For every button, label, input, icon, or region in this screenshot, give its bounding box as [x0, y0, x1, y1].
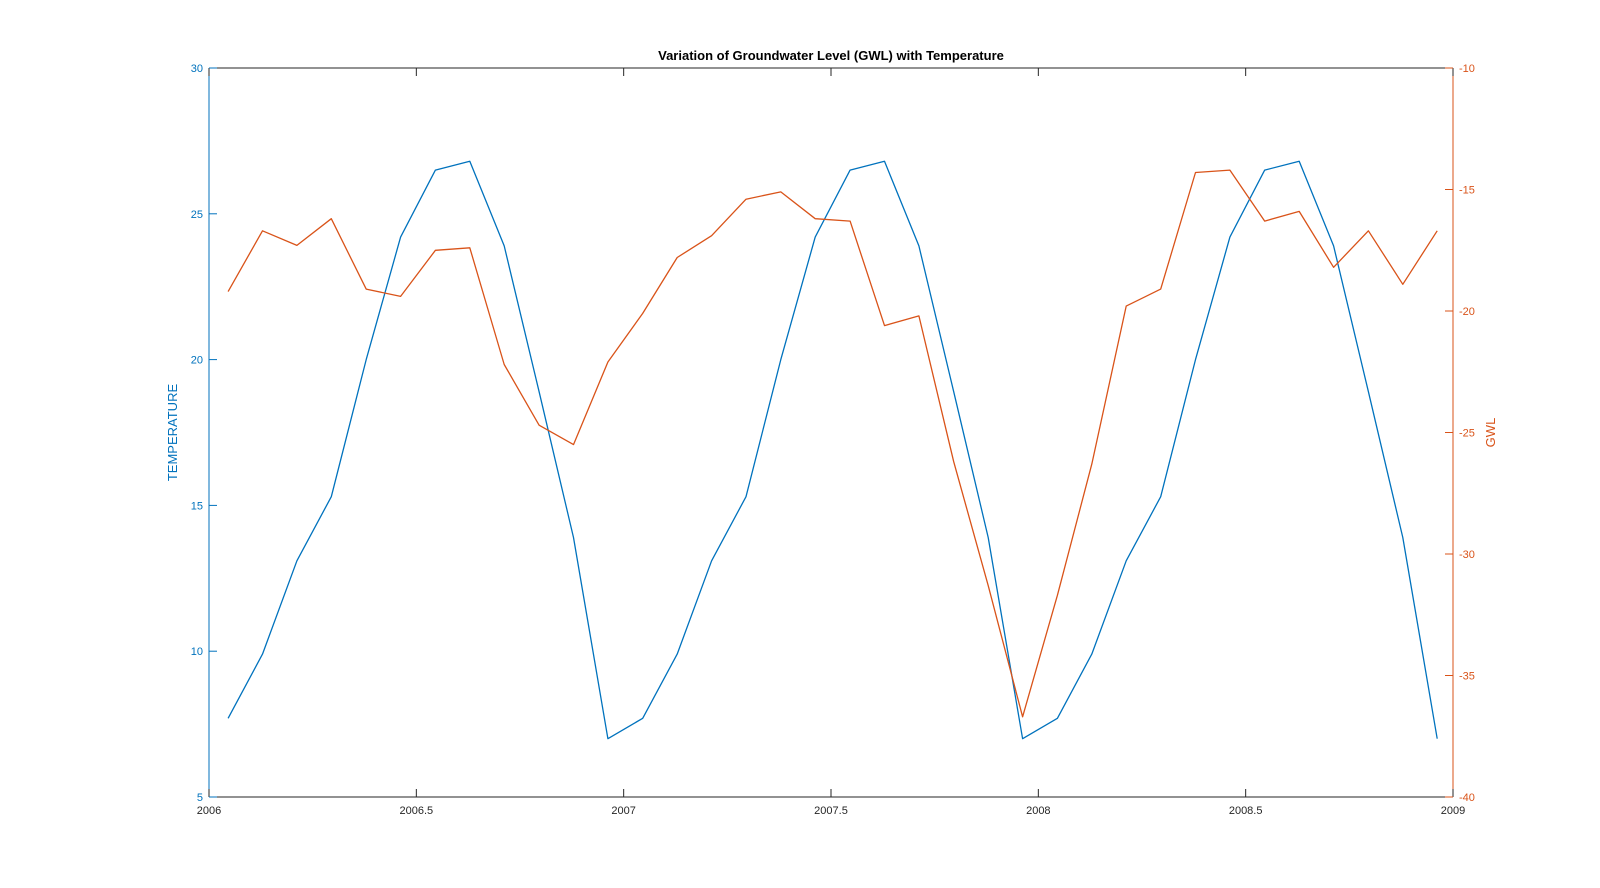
y-left-axis: 5 10 15 20 25 30: [191, 63, 217, 804]
y-right-tick-label: -20: [1459, 306, 1475, 318]
y-right-axis: -40 -35 -30 -25 -20 -15 -10: [1445, 63, 1475, 804]
y-left-tick-label: 5: [197, 792, 203, 804]
x-tick-label: 2009: [1441, 805, 1465, 817]
y-left-tick-label: 20: [191, 355, 203, 367]
x-tick-label: 2006.5: [400, 805, 434, 817]
x-axis: 2006 2006.5 2007 2007.5 2008 2008.5 2009: [197, 68, 1465, 817]
chart-title: Variation of Groundwater Level (GWL) wit…: [658, 48, 1004, 63]
temperature-series-line: [227, 160, 1438, 740]
y-right-tick-label: -10: [1459, 63, 1475, 75]
gwl-series-line: [227, 169, 1438, 718]
series-layer: [227, 160, 1438, 740]
y-right-tick-label: -25: [1459, 428, 1475, 440]
x-tick-label: 2006: [197, 805, 221, 817]
y-right-tick-label: -15: [1459, 185, 1475, 197]
x-tick-label: 2008: [1026, 805, 1050, 817]
y-left-tick-label: 25: [191, 209, 203, 221]
y-right-tick-label: -40: [1459, 792, 1475, 804]
x-tick-label: 2007.5: [814, 805, 848, 817]
y-left-tick-label: 10: [191, 646, 203, 658]
y-left-axis-title: TEMPERATURE: [165, 384, 180, 482]
x-tick-label: 2008.5: [1229, 805, 1263, 817]
x-tick-label: 2007: [611, 805, 635, 817]
plot-frame: [208, 67, 1454, 798]
y-right-tick-label: -35: [1459, 671, 1475, 683]
y-right-tick-label: -30: [1459, 549, 1475, 561]
y-right-axis-title: GWL: [1483, 418, 1498, 448]
y-left-tick-label: 30: [191, 63, 203, 75]
y-left-tick-label: 15: [191, 500, 203, 512]
